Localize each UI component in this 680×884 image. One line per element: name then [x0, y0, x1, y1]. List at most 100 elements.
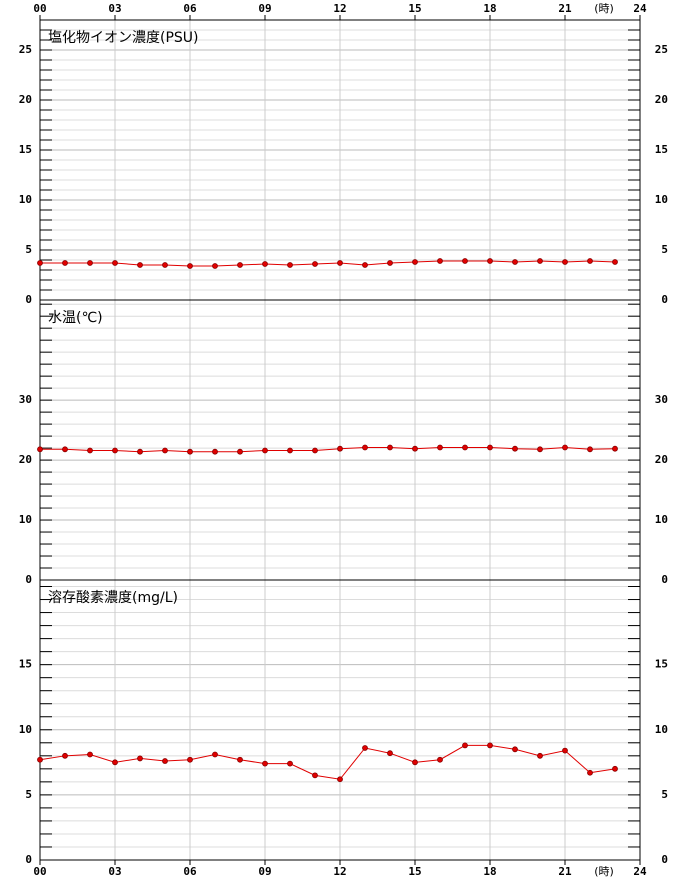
- data-point: [562, 747, 568, 754]
- y-tick-label: 20: [19, 453, 32, 466]
- x-tick-label: 00: [33, 2, 46, 15]
- x-tick-label: 24: [633, 865, 647, 878]
- y-tick-label: 30: [19, 393, 32, 406]
- y-tick-label: 10: [19, 193, 32, 206]
- x-tick-label: 12: [333, 2, 346, 15]
- data-point: [62, 446, 68, 453]
- data-point: [537, 258, 543, 264]
- data-point: [437, 756, 443, 763]
- y-tick-label: 5: [25, 243, 32, 256]
- data-point: [162, 758, 168, 764]
- data-point: [37, 756, 43, 763]
- series-line: [39, 744, 616, 780]
- data-point: [437, 258, 443, 264]
- data-point: [112, 260, 118, 266]
- data-point: [437, 444, 443, 451]
- data-point: [412, 759, 418, 766]
- data-point: [537, 752, 543, 759]
- x-tick-label: 15: [408, 865, 421, 878]
- data-point: [212, 751, 218, 758]
- data-point: [587, 446, 593, 453]
- y-tick-label: 20: [19, 93, 32, 106]
- y-tick-label: 15: [655, 143, 668, 156]
- x-axis-unit: (時): [594, 2, 614, 15]
- x-tick-label: 18: [483, 2, 496, 15]
- data-point: [162, 447, 168, 454]
- data-point: [587, 258, 593, 264]
- y-tick-label: 5: [661, 788, 668, 801]
- data-point: [62, 752, 68, 759]
- data-point: [612, 259, 618, 265]
- data-point: [387, 750, 393, 757]
- y-tick-label: 0: [25, 573, 32, 586]
- data-point: [337, 776, 343, 783]
- data-point: [87, 447, 93, 454]
- y-tick-label: 0: [661, 853, 668, 866]
- y-tick-label: 20: [655, 453, 668, 466]
- y-tick-label: 15: [19, 143, 32, 156]
- data-point: [62, 260, 68, 266]
- panel-title: 水温(℃): [48, 310, 103, 326]
- data-point: [137, 262, 143, 268]
- data-point: [612, 445, 618, 452]
- data-point: [112, 759, 118, 766]
- data-point: [462, 742, 468, 749]
- data-point: [187, 263, 193, 269]
- x-tick-label: 09: [258, 2, 271, 15]
- data-point: [237, 756, 243, 763]
- y-tick-label: 10: [19, 513, 32, 526]
- panel-title: 塩化物イオン濃度(PSU): [48, 30, 199, 46]
- data-point: [262, 261, 268, 267]
- data-point: [162, 262, 168, 268]
- data-point: [212, 448, 218, 455]
- x-tick-label: 06: [183, 2, 197, 15]
- y-tick-label: 15: [19, 658, 32, 671]
- data-point: [362, 745, 368, 751]
- data-point: [362, 262, 368, 268]
- y-tick-label: 0: [25, 293, 32, 306]
- y-tick-label: 25: [655, 43, 668, 56]
- data-point: [337, 260, 343, 266]
- data-point: [512, 445, 518, 452]
- y-tick-label: 10: [655, 723, 668, 736]
- data-point: [187, 448, 193, 455]
- data-point: [412, 259, 418, 265]
- data-point: [337, 445, 343, 452]
- x-tick-label: 09: [258, 865, 271, 878]
- data-point: [387, 444, 393, 451]
- data-point: [412, 445, 418, 452]
- data-point: [487, 444, 493, 451]
- plot-frame: [39, 579, 641, 861]
- data-point: [37, 446, 43, 453]
- data-point: [87, 751, 93, 758]
- data-point: [137, 755, 143, 762]
- data-point: [312, 772, 318, 779]
- data-point: [612, 765, 618, 772]
- data-point: [512, 259, 518, 265]
- data-point: [237, 262, 243, 268]
- x-tick-label: 03: [108, 2, 121, 15]
- data-point: [462, 258, 468, 264]
- x-tick-label: 03: [108, 865, 121, 878]
- data-point: [562, 444, 568, 451]
- x-tick-label: 18: [483, 865, 496, 878]
- data-point: [37, 260, 43, 266]
- y-tick-label: 25: [19, 43, 32, 56]
- data-point: [287, 262, 293, 268]
- y-tick-label: 0: [25, 853, 32, 866]
- y-tick-label: 5: [25, 788, 32, 801]
- data-point: [262, 760, 268, 767]
- data-point: [287, 760, 293, 767]
- data-point: [387, 260, 393, 266]
- data-point: [362, 444, 368, 451]
- data-point: [287, 447, 293, 454]
- data-point: [262, 447, 268, 454]
- y-tick-label: 0: [661, 573, 668, 586]
- series-line: [40, 260, 616, 267]
- data-point: [212, 263, 218, 269]
- data-point: [487, 742, 493, 749]
- y-tick-label: 10: [19, 723, 32, 736]
- y-tick-label: 15: [655, 658, 668, 671]
- y-tick-label: 30: [655, 393, 668, 406]
- x-tick-label: 15: [408, 2, 421, 15]
